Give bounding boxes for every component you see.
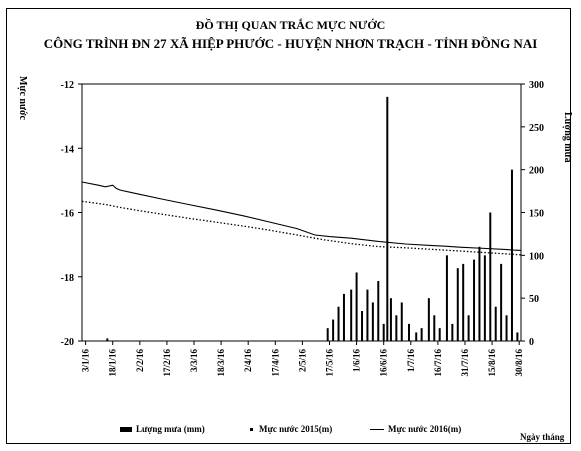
y-left-tick-label: -18 bbox=[61, 273, 74, 284]
rain-bar bbox=[407, 323, 410, 341]
y-right-tick-label: 150 bbox=[529, 209, 544, 220]
legend-swatch-rain bbox=[120, 427, 132, 433]
legend-item-wl2016: Mực nước 2016(m) bbox=[370, 424, 461, 434]
chart-subtitle: CÔNG TRÌNH ĐN 27 XÃ HIỆP PHƯỚC - HUYỆN N… bbox=[43, 36, 538, 51]
rain-bar bbox=[500, 263, 503, 341]
x-tick-label: 1/7/16 bbox=[406, 349, 416, 373]
series-line-2016 bbox=[81, 181, 522, 251]
y-right-tick-label: 250 bbox=[529, 123, 544, 134]
y-left-tick-label: -16 bbox=[61, 209, 74, 220]
rain-bar bbox=[326, 328, 329, 341]
y-right-tick-label: 200 bbox=[529, 166, 544, 177]
x-tick-label: 15/8/16 bbox=[487, 349, 497, 377]
x-tick-label: 3/1/16 bbox=[81, 349, 91, 373]
legend-swatch-wl2015 bbox=[250, 428, 253, 432]
legend-label-wl2016: Mực nước 2016(m) bbox=[388, 424, 462, 434]
rain-bar bbox=[516, 332, 519, 341]
x-tick-label: 31/7/16 bbox=[460, 349, 470, 377]
chart-frame bbox=[6, 8, 571, 444]
rain-bar bbox=[332, 319, 335, 341]
rain-bar bbox=[505, 315, 508, 341]
rain-bar bbox=[473, 259, 476, 341]
rain-bar bbox=[483, 255, 486, 341]
rain-bar bbox=[489, 212, 492, 341]
y-left-tick-label: -14 bbox=[61, 144, 74, 155]
legend-swatch-wl2016 bbox=[370, 429, 384, 431]
series-line-2015 bbox=[81, 200, 522, 256]
rain-bar bbox=[462, 263, 465, 341]
legend-label-rain: Lượng mưa (mm) bbox=[136, 424, 205, 434]
rain-bar bbox=[451, 323, 454, 341]
rain-bar bbox=[478, 246, 481, 341]
rain-bar bbox=[467, 315, 470, 341]
y-left-tick-label: -20 bbox=[61, 337, 74, 348]
rain-bar bbox=[382, 323, 385, 341]
x-tick-label: 30/8/16 bbox=[514, 349, 524, 377]
rain-bar bbox=[415, 332, 418, 341]
x-tick-label: 17/4/16 bbox=[270, 349, 280, 377]
x-tick-label: 3/3/16 bbox=[189, 349, 199, 373]
rain-bar bbox=[420, 328, 423, 341]
x-tick-label: 16/7/16 bbox=[433, 349, 443, 377]
rain-bar bbox=[361, 311, 364, 341]
x-tick-label: 18/3/16 bbox=[216, 349, 226, 377]
legend-label-wl2015: Mực nước 2015(m) bbox=[259, 424, 333, 434]
x-tick-label: 17/2/16 bbox=[162, 349, 172, 377]
rain-bar bbox=[445, 255, 448, 341]
rain-bar bbox=[377, 281, 380, 341]
rain-bar bbox=[433, 315, 436, 341]
y-right-tick-label: 50 bbox=[529, 294, 539, 305]
legend: Lượng mưa (mm) Mực nước 2015(m) Mực nước… bbox=[0, 418, 581, 448]
x-axis-label: Ngày tháng bbox=[520, 432, 565, 442]
x-tick-label: 1/6/16 bbox=[352, 349, 362, 373]
rain-bar bbox=[427, 298, 430, 341]
rain-bar bbox=[400, 302, 403, 341]
rain-bar bbox=[494, 306, 497, 341]
legend-item-wl2015: Mực nước 2015(m) bbox=[246, 424, 332, 434]
x-tick-label: 2/5/16 bbox=[297, 349, 307, 373]
rain-bar bbox=[371, 302, 374, 341]
y-left-tick-label: -12 bbox=[61, 80, 74, 91]
rain-bar bbox=[366, 289, 369, 341]
rain-bar bbox=[456, 268, 459, 341]
rain-bar bbox=[342, 293, 345, 341]
legend-item-rain: Lượng mưa (mm) bbox=[120, 424, 205, 434]
rain-bar bbox=[395, 315, 398, 341]
rain-bar bbox=[386, 96, 389, 341]
rain-bar bbox=[355, 272, 358, 341]
x-tick-label: 18/1/16 bbox=[108, 349, 118, 377]
x-tick-label: 2/2/16 bbox=[135, 349, 145, 373]
rain-bar bbox=[389, 298, 392, 341]
y-right-tick-label: 0 bbox=[529, 337, 534, 348]
rain-bar bbox=[106, 338, 109, 341]
chart-title: ĐỒ THỊ QUAN TRẮC MỰC NƯỚC bbox=[195, 18, 386, 32]
y-right-tick-label: 300 bbox=[529, 80, 544, 91]
rain-bar bbox=[350, 289, 353, 341]
y-right-tick-label: 100 bbox=[529, 251, 544, 262]
rain-bar bbox=[337, 306, 340, 341]
x-tick-label: 2/4/16 bbox=[243, 349, 253, 373]
rain-bar bbox=[510, 169, 513, 341]
x-tick-label: 16/6/16 bbox=[379, 349, 389, 377]
x-tick-label: 17/5/16 bbox=[325, 349, 335, 377]
rain-bar bbox=[438, 328, 441, 341]
